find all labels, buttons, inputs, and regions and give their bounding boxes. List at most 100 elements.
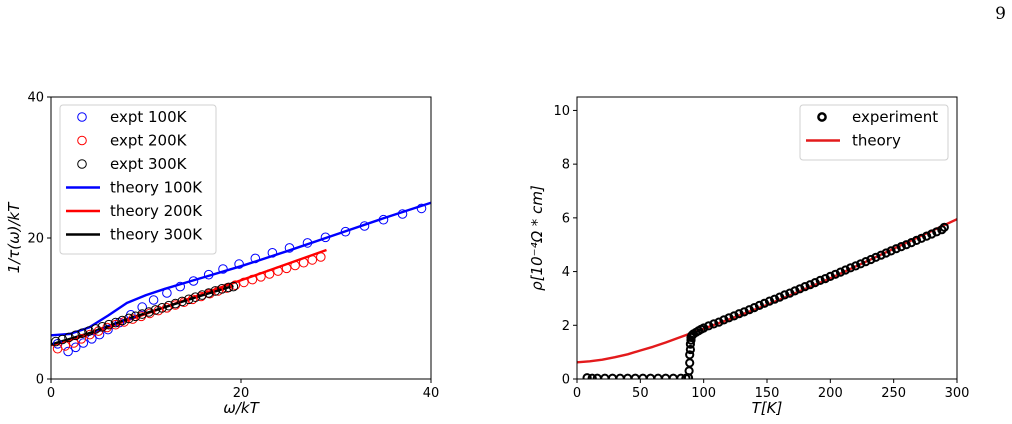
data-point <box>704 321 714 331</box>
legend-label: theory 200K <box>110 202 203 220</box>
data-point <box>90 324 101 334</box>
data-point <box>661 373 671 379</box>
data-point <box>927 229 937 239</box>
data-point <box>162 288 172 298</box>
data-point <box>714 317 724 327</box>
data-point <box>145 308 155 319</box>
data-point <box>69 338 79 348</box>
data-point <box>851 261 861 271</box>
data-point <box>685 344 696 355</box>
data-point <box>881 248 891 258</box>
legend-label: theory 100K <box>110 179 203 197</box>
legend-label: theory <box>852 132 901 150</box>
data-point <box>281 263 292 274</box>
data-point <box>378 214 389 225</box>
x-tick-label: 300 <box>945 386 970 401</box>
legend-marker <box>77 112 87 122</box>
data-point <box>307 255 318 265</box>
data-point <box>685 358 695 368</box>
data-point <box>250 253 261 264</box>
y-tick-label: 6 <box>562 211 570 226</box>
data-point <box>188 276 199 286</box>
data-point <box>939 222 949 232</box>
data-point <box>871 252 881 262</box>
legend-label: experiment <box>852 108 938 126</box>
data-point <box>284 243 295 253</box>
data-point <box>148 295 159 305</box>
data-point <box>164 300 174 311</box>
y-tick-label: 4 <box>562 265 570 280</box>
data-point <box>234 259 244 269</box>
data-point <box>805 280 815 290</box>
data-point <box>102 322 112 333</box>
data-point <box>63 346 73 357</box>
data-point <box>724 313 734 323</box>
series-markers-3 <box>51 281 239 347</box>
data-point <box>316 252 326 262</box>
legend-label: expt 300K <box>110 155 188 173</box>
data-point <box>607 373 618 379</box>
data-point <box>840 265 851 275</box>
x-tick-label: 50 <box>632 386 649 401</box>
data-point <box>739 307 749 317</box>
series-line-4 <box>51 201 431 337</box>
x-tick-label: 0 <box>47 386 55 401</box>
data-point <box>157 303 167 313</box>
x-tick-label: 100 <box>691 386 716 401</box>
data-point <box>228 281 239 292</box>
data-point <box>187 294 198 305</box>
x-axis-label: ω/kT <box>223 399 260 417</box>
data-point <box>709 319 719 329</box>
data-point <box>267 248 278 258</box>
data-point <box>645 373 656 379</box>
y-tick-label: 40 <box>27 91 44 106</box>
data-point <box>127 314 138 324</box>
data-point <box>196 291 206 302</box>
y-tick-label: 0 <box>36 373 44 388</box>
y-tick-label: 2 <box>562 319 570 334</box>
data-point <box>653 373 663 379</box>
x-tick-label: 40 <box>423 386 440 401</box>
x-axis-label: T[K] <box>752 399 783 417</box>
data-point <box>891 244 901 254</box>
data-point <box>587 373 597 379</box>
data-point <box>397 209 408 219</box>
data-point <box>137 309 147 319</box>
data-point <box>298 257 309 268</box>
data-point <box>64 332 74 343</box>
data-point <box>623 373 633 379</box>
data-point <box>77 328 88 339</box>
chart-2: 0 50 100 150 200 250 300 0 2 4 6 8 10 T[K] ρ[10⁻⁴Ω * c… <box>528 96 970 417</box>
data-point <box>85 329 95 340</box>
data-point <box>582 373 592 379</box>
legend-marker <box>817 112 827 122</box>
x-tick-label: 200 <box>818 386 843 401</box>
data-point <box>130 311 141 322</box>
x-tick-label: 150 <box>755 386 780 401</box>
legend-label: expt 200K <box>110 132 188 150</box>
data-point <box>239 277 249 288</box>
data-point <box>177 296 187 307</box>
data-point <box>150 305 161 315</box>
data-point <box>320 232 331 243</box>
data-point <box>699 323 709 333</box>
data-point <box>203 269 214 280</box>
data-point <box>835 267 846 277</box>
data-point <box>886 246 896 256</box>
legend: expt 100K expt 200K expt 300K theory 100K th… <box>59 104 217 255</box>
data-point <box>856 259 866 269</box>
data-point <box>876 250 886 260</box>
data-point <box>223 282 234 293</box>
x-tick-label: 0 <box>573 386 581 401</box>
data-point <box>70 342 81 353</box>
data-point <box>57 334 68 345</box>
plot-area <box>577 218 957 379</box>
data-point <box>668 373 678 379</box>
data-point <box>76 334 87 344</box>
legend-marker <box>77 159 87 169</box>
data-point <box>264 269 275 279</box>
data-point <box>630 373 640 379</box>
x-tick-label: 250 <box>881 386 906 401</box>
data-point <box>110 317 121 328</box>
